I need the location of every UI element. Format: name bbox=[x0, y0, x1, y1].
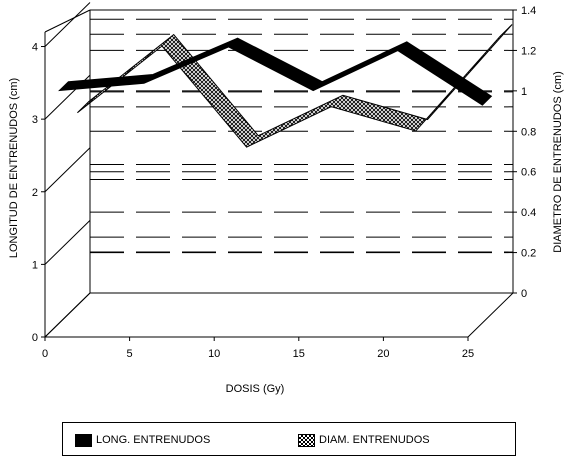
y-tick-label: 2 bbox=[32, 187, 38, 199]
y2-tick-label: 1.2 bbox=[521, 45, 536, 57]
legend-swatch-diam bbox=[298, 433, 315, 447]
x-tick-label: 5 bbox=[127, 348, 133, 360]
x-axis-label: DOSIS (Gy) bbox=[226, 383, 285, 395]
x-tick-label: 15 bbox=[293, 348, 305, 360]
tick-labels: 0 1 2 3 4 0 0.2 0.4 0.6 0.8 1 1.2 1.4 0 5 10 15 20 25 bbox=[32, 5, 536, 360]
legend-item-long: LONG. ENTRENUDOS bbox=[75, 433, 210, 447]
y2-tick-label: 0.8 bbox=[521, 126, 536, 138]
series-long-ribbon bbox=[58, 37, 493, 106]
x-tick-label: 20 bbox=[377, 348, 389, 360]
y2-tick-label: 1.4 bbox=[521, 5, 536, 17]
series-layer bbox=[58, 24, 513, 148]
y-tick-label: 3 bbox=[32, 114, 38, 126]
floor-right-edge bbox=[467, 292, 514, 338]
x-tick-label: 10 bbox=[208, 348, 220, 360]
left-wall-gridline bbox=[44, 147, 91, 193]
legend-swatch-long bbox=[75, 433, 92, 447]
legend: LONG. ENTRENUDOS DIAM. ENTRENUDOS bbox=[62, 422, 516, 456]
left-wall-gridline bbox=[44, 292, 91, 338]
gridlines bbox=[90, 9, 513, 254]
legend-label-long: LONG. ENTRENUDOS bbox=[96, 434, 211, 446]
y2-tick-label: 1 bbox=[521, 86, 527, 98]
y-tick-label: 4 bbox=[32, 42, 38, 54]
y2-tick-label: 0.6 bbox=[521, 167, 536, 179]
legend-item-diam: DIAM. ENTRENUDOS bbox=[298, 433, 430, 447]
y2-axis-label: DIAMETRO DE ENTRENUDOS (cm) bbox=[552, 71, 564, 253]
left-wall-gridline bbox=[44, 220, 91, 265]
left-wall-top bbox=[44, 9, 91, 33]
legend-label-diam: DIAM. ENTRENUDOS bbox=[319, 434, 430, 446]
y2-tick-label: 0.2 bbox=[521, 248, 536, 260]
series-diam-ribbon bbox=[77, 24, 513, 148]
y-tick-label: 0 bbox=[32, 332, 38, 344]
y2-tick-label: 0 bbox=[521, 288, 527, 300]
plot-frame bbox=[41, 2, 517, 341]
x-tick-label: 25 bbox=[462, 348, 474, 360]
y-axis-label: LONGITUD DE ENTRENUDOS (cm) bbox=[8, 78, 20, 258]
left-wall-gridline bbox=[44, 2, 91, 47]
x-tick-label: 0 bbox=[42, 348, 48, 360]
y2-tick-label: 0.4 bbox=[521, 207, 536, 219]
y-tick-label: 1 bbox=[32, 259, 38, 271]
